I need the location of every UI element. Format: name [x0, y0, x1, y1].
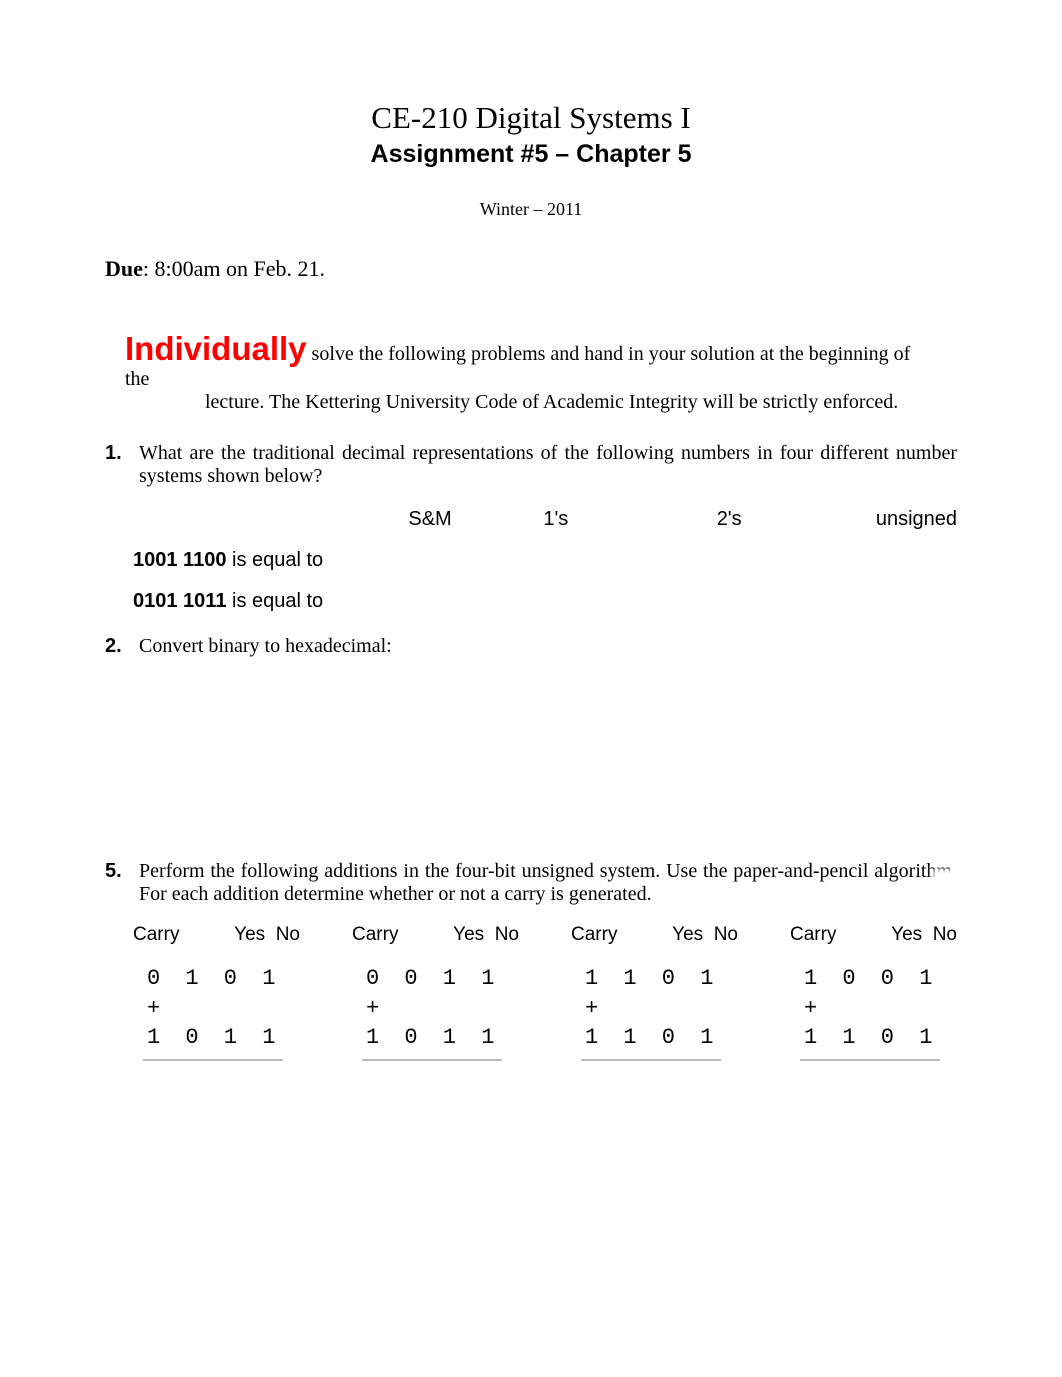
q1-rowB-suffix: is equal to	[226, 590, 323, 612]
q5-problem-1: Carry Yes No 0 1 0 1 + 1 0 1 1	[133, 924, 300, 1061]
carry-label: Carry	[133, 924, 179, 946]
plus-sign: +	[804, 996, 817, 1021]
q1-rowA-bits: 1001 1100	[133, 549, 226, 571]
course-title: CE-210 Digital Systems I	[105, 100, 957, 136]
q1-header-ones: 1's	[462, 508, 650, 531]
due-line: Due: 8:00am on Feb. 21.	[105, 256, 957, 282]
q5-p3-a: 1 1 0 1	[585, 966, 719, 991]
question-5: 5. Perform the following additions in th…	[105, 860, 957, 1061]
q5-problem-3: Carry Yes No 1 1 0 1 + 1 1 0 1	[571, 924, 738, 1061]
q1-rowA: 1001 1100 is equal to	[133, 549, 957, 572]
yes-label: Yes	[891, 924, 922, 945]
q1-rowA-suffix: is equal to	[226, 549, 323, 571]
assignment-title: Assignment #5 – Chapter 5	[105, 140, 957, 169]
instructions-block: Individually solve the following problem…	[125, 330, 937, 414]
q5-p2-b: 1 0 1 1	[366, 1023, 519, 1053]
no-label: No	[714, 924, 738, 945]
result-underline	[800, 1057, 940, 1061]
due-text: : 8:00am on Feb. 21.	[143, 256, 325, 281]
result-underline	[143, 1057, 283, 1061]
q1-header-unsigned: unsigned	[808, 508, 957, 531]
redaction-blur-left	[95, 820, 153, 838]
carry-label: Carry	[790, 924, 836, 946]
yes-label: Yes	[672, 924, 703, 945]
q5-problems-row: Carry Yes No 0 1 0 1 + 1 0 1 1 Carry Yes…	[133, 924, 957, 1061]
no-label: No	[276, 924, 300, 945]
plus-sign: +	[585, 996, 598, 1021]
q1-rowB: 0101 1011 is equal to	[133, 590, 957, 613]
q1-rowB-bits: 0101 1011	[133, 590, 226, 612]
redaction-blur-right	[937, 874, 977, 892]
q1-header-twos: 2's	[650, 508, 809, 531]
instructions-line2: lecture. The Kettering University Code o…	[205, 391, 937, 414]
q2-number: 2.	[105, 635, 133, 658]
q1-text: What are the traditional decimal represe…	[139, 442, 957, 488]
q5-problem-2: Carry Yes No 0 0 1 1 + 1 0 1 1	[352, 924, 519, 1061]
q5-p3-b: 1 1 0 1	[585, 1023, 738, 1053]
q5-problem-4: Carry Yes No 1 0 0 1 + 1 1 0 1	[790, 924, 957, 1061]
q1-header-sm: S&M	[333, 508, 462, 531]
question-2: 2. Convert binary to hexadecimal:	[105, 635, 957, 658]
q5-p4-b: 1 1 0 1	[804, 1023, 957, 1053]
due-label: Due	[105, 256, 143, 281]
q5-number: 5.	[105, 860, 133, 883]
q5-p1-b: 1 0 1 1	[147, 1023, 300, 1053]
q5-p2-a: 0 0 1 1	[366, 966, 500, 991]
no-label: No	[495, 924, 519, 945]
q1-number: 1.	[105, 442, 133, 465]
plus-sign: +	[147, 996, 160, 1021]
carry-label: Carry	[352, 924, 398, 946]
plus-sign: +	[366, 996, 379, 1021]
result-underline	[581, 1057, 721, 1061]
q1-header-row: S&M 1's 2's unsigned	[105, 508, 957, 531]
q2-text: Convert binary to hexadecimal:	[139, 635, 957, 658]
no-label: No	[933, 924, 957, 945]
q5-text: Perform the following additions in the f…	[139, 860, 957, 906]
individually-word: Individually	[125, 330, 307, 367]
term-label: Winter – 2011	[105, 199, 957, 220]
yes-label: Yes	[453, 924, 484, 945]
q5-p1-a: 0 1 0 1	[147, 966, 281, 991]
question-1: 1. What are the traditional decimal repr…	[105, 442, 957, 613]
result-underline	[362, 1057, 502, 1061]
q5-p4-a: 1 0 0 1	[804, 966, 938, 991]
carry-label: Carry	[571, 924, 617, 946]
yes-label: Yes	[234, 924, 265, 945]
